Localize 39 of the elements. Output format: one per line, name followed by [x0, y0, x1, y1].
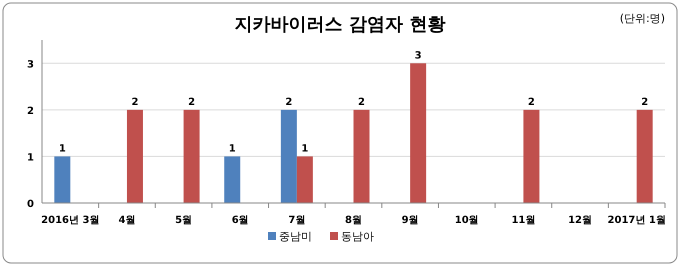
bar — [224, 156, 240, 203]
bar — [184, 110, 200, 203]
legend-label: 동남아 — [341, 230, 374, 243]
text: (단위:명) — [620, 12, 665, 25]
x-tick-label: 12월 — [568, 215, 592, 226]
y-tick-label: 0 — [27, 199, 34, 210]
y-tick-label: 2 — [27, 106, 34, 117]
x-tick-label: 11월 — [511, 215, 536, 226]
bar — [410, 63, 426, 203]
bar — [280, 110, 297, 203]
bar — [354, 110, 370, 203]
data-label: 2 — [528, 96, 535, 108]
bar — [523, 110, 540, 203]
data-label: 2 — [285, 96, 292, 108]
chart-title: 지카바이러스 감염자 현황 — [234, 14, 446, 35]
x-tick-label: 6월 — [232, 215, 249, 226]
legend-label: 중남미 — [279, 230, 312, 243]
x-tick-label: 7월 — [288, 215, 306, 226]
data-label: 2 — [188, 96, 196, 108]
y-tick-label: 3 — [27, 59, 34, 70]
data-label: 1 — [58, 143, 66, 154]
data-label: 2 — [358, 96, 366, 108]
data-label: 2 — [641, 96, 648, 108]
x-tick-label: 5월 — [175, 215, 192, 226]
x-tick-label: 8월 — [345, 215, 362, 226]
data-label: 2 — [131, 96, 138, 108]
data-label: 1 — [301, 143, 308, 154]
bar — [296, 156, 313, 203]
data-label: 3 — [414, 50, 422, 62]
x-tick-label: 2016년 3월 — [41, 215, 100, 226]
y-tick-label: 1 — [27, 152, 34, 164]
x-tick-label: 4월 — [118, 215, 136, 226]
x-tick-label: 10월 — [454, 215, 479, 226]
data-label: 1 — [228, 143, 236, 154]
bar — [126, 110, 143, 203]
bar — [54, 156, 70, 203]
bar — [636, 110, 653, 203]
x-tick-label: 9월 — [402, 215, 419, 226]
x-tick-label: 2017년 1월 — [608, 215, 666, 226]
